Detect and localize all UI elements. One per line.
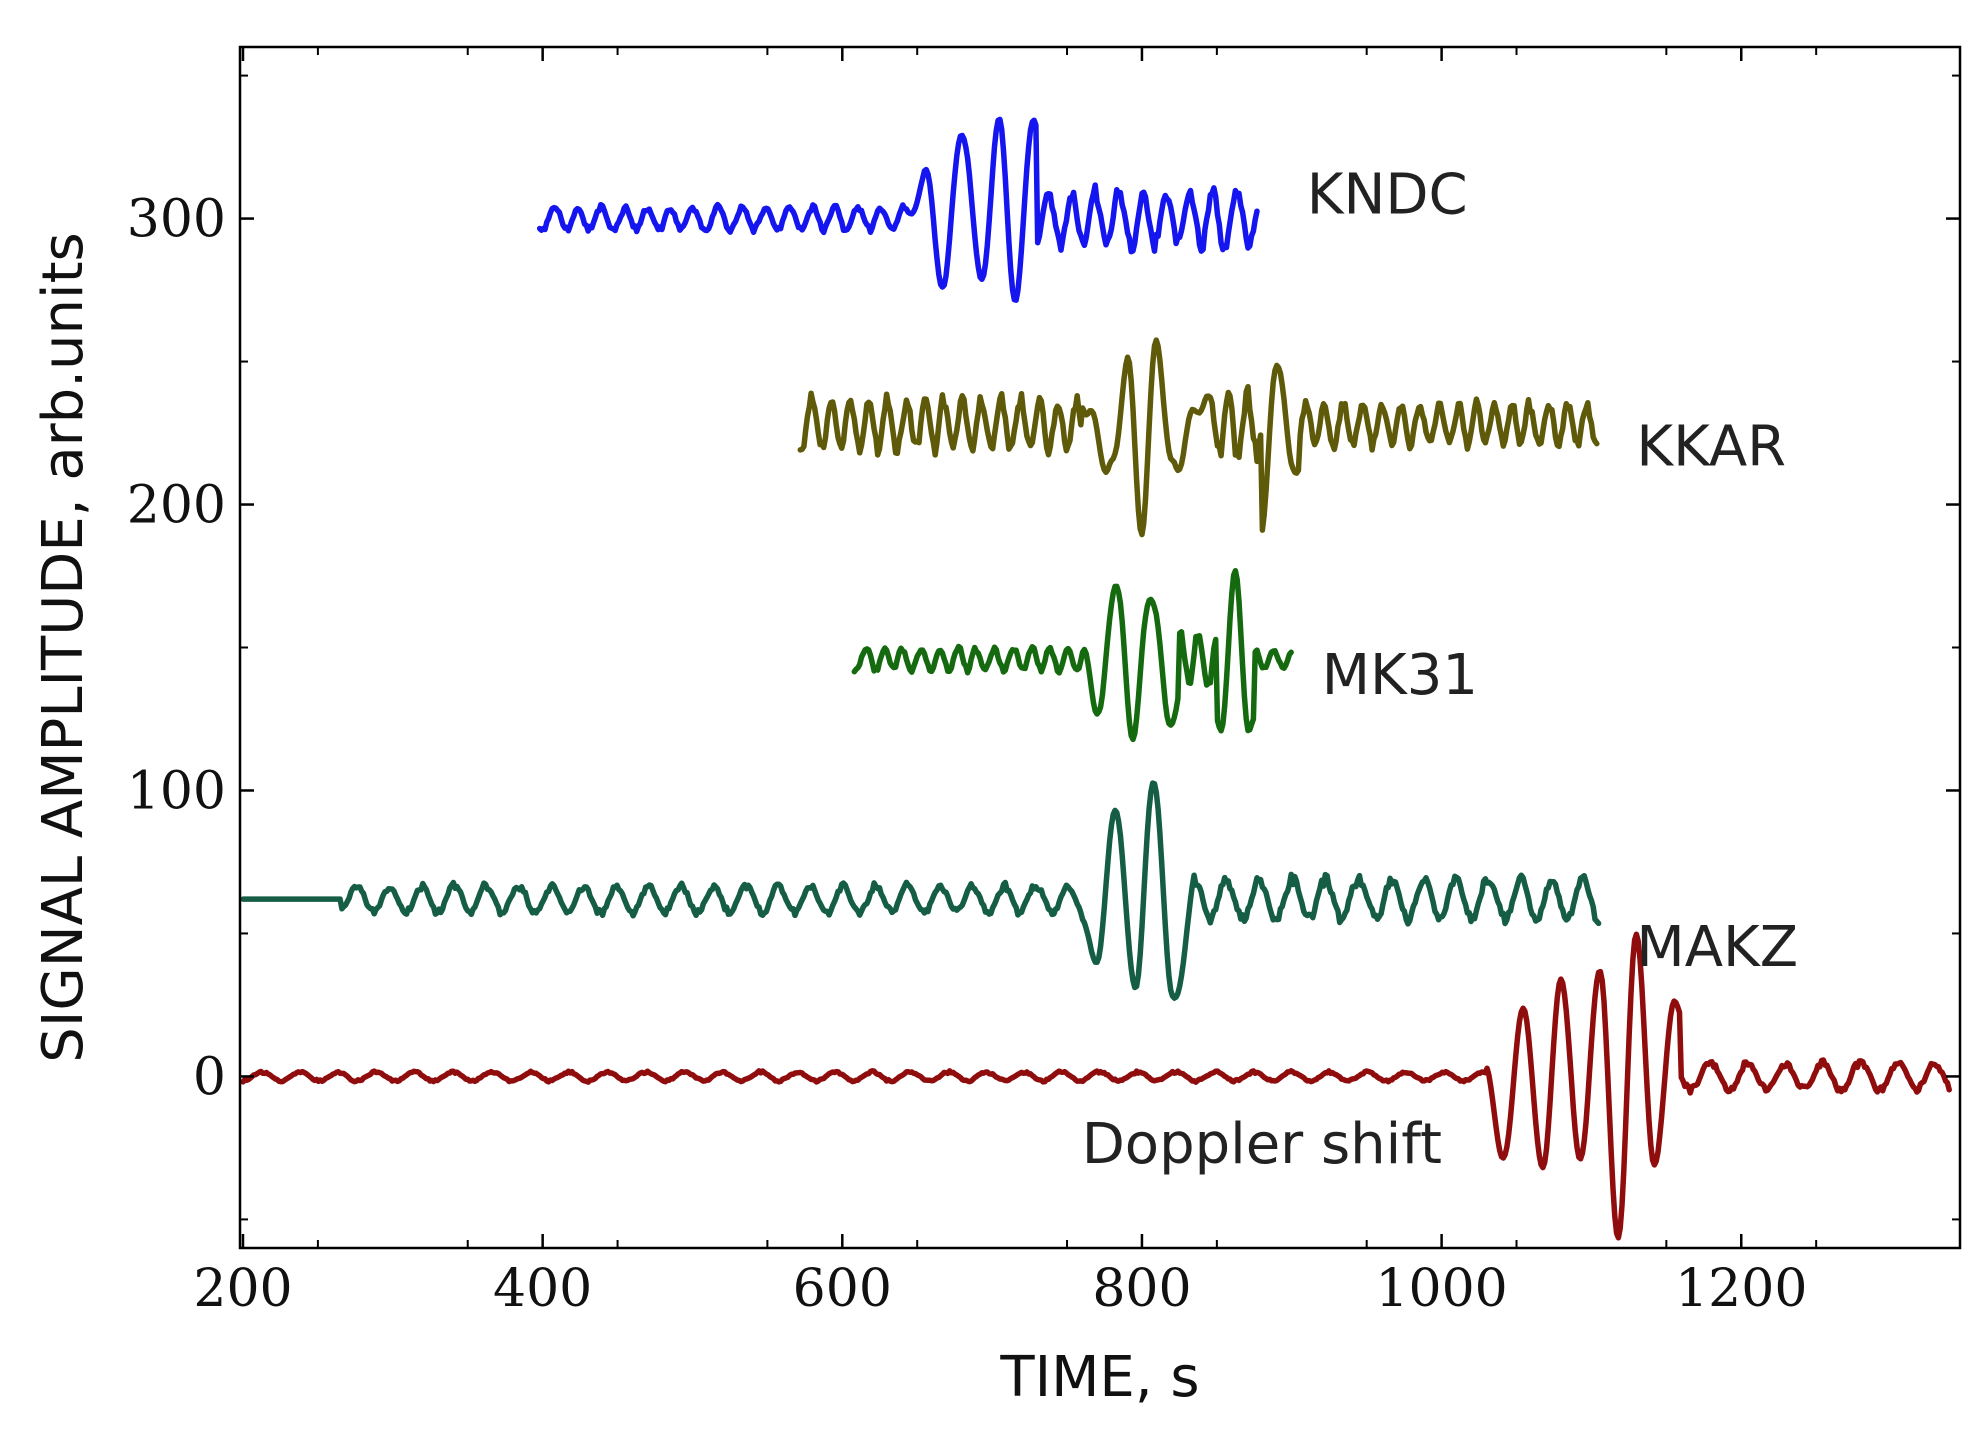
- series-label-kkar: KKAR: [1636, 414, 1786, 479]
- label-layer: 200 400 600 800 1000 1200 0 100 200 300 KNDC KKAR MK…: [127, 163, 1808, 1319]
- series-label-doppler-shift: Doppler shift: [1082, 1112, 1442, 1177]
- x-axis-title: TIME, s: [999, 1345, 1199, 1410]
- y-tick-label: 100: [127, 761, 226, 821]
- trace-doppler-shift: [240, 931, 1952, 1241]
- trace-kndc: [536, 116, 1260, 303]
- trace-makz: [240, 780, 1602, 1001]
- series-label-makz: MAKZ: [1636, 915, 1798, 980]
- x-tick-label: 1200: [1675, 1259, 1807, 1319]
- trace-kkar: [797, 337, 1600, 538]
- x-tick-label: 800: [1092, 1259, 1191, 1319]
- y-tick-label: 200: [127, 476, 226, 536]
- y-tick-label: 300: [127, 190, 226, 250]
- x-tick-label: 1000: [1375, 1259, 1507, 1319]
- series-label-kndc: KNDC: [1307, 163, 1468, 228]
- trace-mk31: [851, 567, 1294, 743]
- tick-layer: [240, 47, 1960, 1248]
- x-tick-label: 200: [193, 1259, 292, 1319]
- y-tick-label: 0: [193, 1047, 226, 1107]
- series-label-mk31: MK31: [1322, 643, 1478, 708]
- y-axis-title: SIGNAL AMPLITUDE, arb.units: [31, 232, 96, 1062]
- trace-layer: [240, 116, 1952, 1241]
- x-tick-label: 600: [793, 1259, 892, 1319]
- x-tick-label: 400: [493, 1259, 592, 1319]
